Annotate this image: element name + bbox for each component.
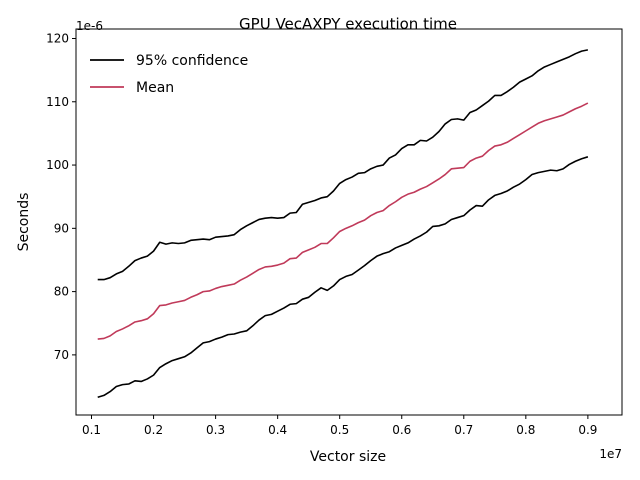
y-tick-label: 90 [54,221,69,235]
x-tick-label: 0.7 [454,423,473,437]
x-tick-label: 0.8 [516,423,535,437]
legend-label: 95% confidence [136,53,248,69]
y-axis-ticks: 70 80 90 100 110 120 [46,31,76,362]
x-axis-label: Vector size [310,449,386,465]
legend: 95% confidence Mean [90,53,248,96]
x-axis-ticks: 0.1 0.2 0.3 0.4 0.5 0.6 0.7 0.8 0.9 [82,415,597,437]
plot-frame [75,28,623,416]
x-tick-label: 0.9 [578,423,597,437]
series-layer [97,49,589,399]
y-tick-label: 120 [46,31,69,45]
x-tick-label: 0.5 [330,423,349,437]
y-tick-label: 80 [54,285,69,299]
x-tick-label: 0.1 [82,423,101,437]
legend-label: Mean [136,80,174,96]
chart-title: GPU VecAXPY execution time [239,15,457,33]
x-tick-label: 0.4 [268,423,287,437]
y-multiplier-label: 1e-6 [76,19,103,33]
x-tick-label: 0.6 [392,423,411,437]
y-axis-label: Seconds [16,193,32,252]
series-mean-line [97,102,589,340]
y-tick-label: 110 [46,95,69,109]
series-lower-confidence-line [97,156,589,399]
y-tick-label: 100 [46,158,69,172]
y-tick-label: 70 [54,348,69,362]
x-tick-label: 0.2 [144,423,163,437]
x-multiplier-label: 1e7 [599,447,622,461]
series-upper-confidence-line [97,49,589,281]
x-tick-label: 0.3 [206,423,225,437]
